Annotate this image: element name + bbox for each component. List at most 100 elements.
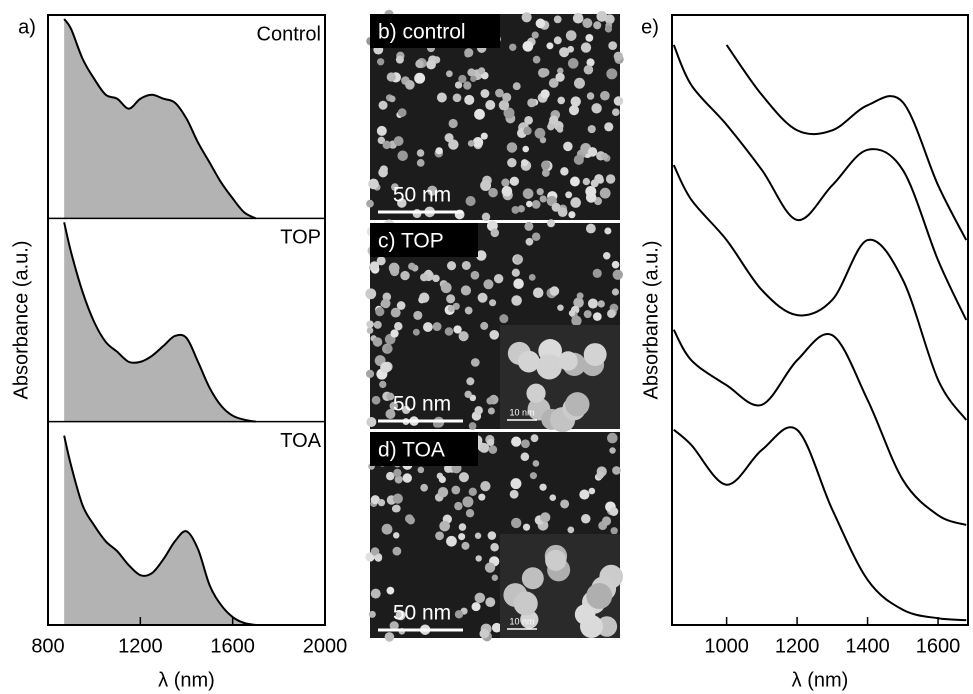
particle <box>470 75 477 82</box>
inset-particle <box>513 591 538 616</box>
particles <box>365 219 623 430</box>
tem-image <box>370 14 620 220</box>
particle <box>579 489 590 500</box>
particle <box>386 471 395 481</box>
particle <box>380 361 392 373</box>
particle <box>511 295 522 306</box>
particle <box>480 321 489 330</box>
particle <box>447 305 455 313</box>
particle <box>556 126 564 133</box>
particle <box>464 51 471 58</box>
particle <box>511 517 522 529</box>
particle <box>372 337 383 347</box>
particle <box>569 176 580 187</box>
particle <box>460 285 472 296</box>
particle <box>485 100 496 110</box>
particle <box>539 195 547 203</box>
particle <box>532 460 540 467</box>
particle <box>612 269 623 280</box>
particle <box>549 115 559 125</box>
particle <box>490 543 499 552</box>
particle <box>511 268 520 277</box>
particle <box>392 546 402 556</box>
particle <box>509 43 517 51</box>
particle <box>377 136 386 145</box>
particle <box>395 55 404 64</box>
particle <box>386 392 395 401</box>
particle <box>502 92 512 102</box>
particle <box>474 532 482 539</box>
particle <box>521 12 532 23</box>
particle <box>610 527 618 535</box>
particle <box>480 481 491 492</box>
particle <box>523 126 532 136</box>
particle <box>524 115 533 125</box>
particle <box>588 487 596 495</box>
particle <box>553 36 562 45</box>
particle <box>394 475 403 484</box>
particle <box>365 288 377 300</box>
particle <box>448 118 458 129</box>
particle <box>396 301 406 310</box>
particle <box>522 188 534 199</box>
inset-particle <box>574 604 596 625</box>
particle <box>582 177 591 186</box>
particle <box>446 294 456 304</box>
particle <box>474 108 485 120</box>
particle <box>586 58 595 67</box>
particle <box>585 33 594 42</box>
particle <box>571 315 582 326</box>
particle <box>463 81 472 90</box>
particle <box>461 260 471 270</box>
particle <box>490 228 500 238</box>
x-tick-label: 2000 <box>303 635 348 657</box>
particle <box>369 261 380 271</box>
particle <box>470 270 480 280</box>
particle <box>416 149 425 157</box>
particle <box>491 622 502 633</box>
particle <box>507 157 517 168</box>
particle <box>565 30 577 41</box>
particle <box>454 501 463 511</box>
particle <box>527 98 537 108</box>
particle <box>530 434 539 443</box>
particles <box>365 432 621 642</box>
particle <box>551 202 561 212</box>
particle <box>565 191 573 199</box>
particle <box>384 632 395 642</box>
particle <box>587 125 595 133</box>
particle <box>601 152 609 160</box>
y-axis-label: Absorbance (a.u.) <box>10 241 32 400</box>
particle <box>393 468 402 478</box>
particle <box>592 268 602 278</box>
particle <box>612 466 621 475</box>
particle <box>432 322 442 331</box>
particle <box>451 485 461 495</box>
particle <box>536 188 544 196</box>
image-label: d) TOA <box>378 439 445 462</box>
particle <box>380 298 391 309</box>
particle <box>408 262 416 270</box>
particle <box>517 205 525 213</box>
plot-area <box>672 44 968 622</box>
particle <box>511 436 522 447</box>
particle <box>385 409 396 419</box>
spectrum-line <box>672 329 967 526</box>
particle <box>391 183 399 191</box>
particle <box>512 82 521 91</box>
particle <box>395 610 406 621</box>
inset-particle <box>536 354 562 380</box>
particle <box>453 325 462 334</box>
particle <box>412 209 422 219</box>
spectrum-line <box>725 44 968 241</box>
particle <box>390 329 399 338</box>
particle <box>392 504 401 513</box>
particle <box>388 95 396 103</box>
particle <box>549 494 557 502</box>
particle <box>583 64 594 75</box>
particle <box>426 59 436 70</box>
scale-bar-text: 50 nm <box>393 184 451 207</box>
panel-label: a) <box>18 16 36 38</box>
particle <box>540 512 551 523</box>
particle <box>478 493 486 501</box>
